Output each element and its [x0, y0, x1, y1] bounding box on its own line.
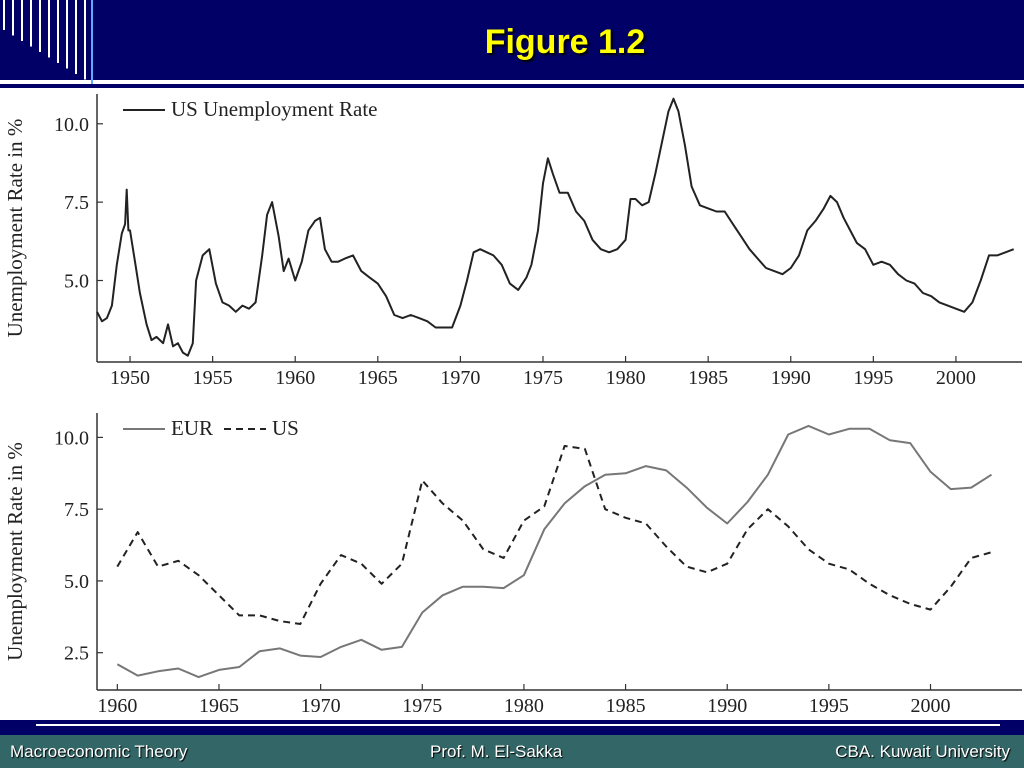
x-tick-label: 1975 [523, 367, 563, 389]
x-tick-label: 1985 [606, 695, 646, 717]
x-tick-label: 1985 [688, 367, 728, 389]
x-tick-label: 1970 [301, 695, 341, 717]
x-tick-label: 1975 [402, 695, 442, 717]
x-tick-label: 2000 [911, 695, 951, 717]
eur-us-unemployment-chart: 2.5 5.0 7.5 10.0 1960 1965 1970 1975 1980 1985 199… [3, 413, 1022, 717]
footer-divider [36, 724, 1000, 726]
y-tick-label: 10.0 [54, 114, 89, 136]
x-tick-label: 1955 [193, 367, 233, 389]
x-tick-label: 1995 [809, 695, 849, 717]
footer-author: Prof. M. El-Sakka [430, 742, 563, 761]
x-tick-label: 1990 [771, 367, 811, 389]
x-tick-label: 1950 [110, 367, 150, 389]
x-tick-label: 1965 [358, 367, 398, 389]
footer-institution: CBA. Kuwait University [835, 742, 1010, 761]
series-line-us [116, 445, 992, 625]
decorative-stripes [3, 0, 93, 84]
x-tick-label: 1980 [606, 367, 646, 389]
series-line-us-unemployment-rate [96, 97, 1015, 357]
x-tick-label: 1960 [275, 367, 315, 389]
legend-label: EUR [171, 416, 213, 440]
x-tick-label: 2000 [936, 367, 976, 389]
x-tick-label: 1995 [853, 367, 893, 389]
x-tick-label: 1990 [707, 695, 747, 717]
x-tick-label: 1960 [97, 695, 137, 717]
us-unemployment-chart: 5.0 7.5 10.0 1950 1955 1960 1965 1970 1975 1980 19… [3, 94, 1022, 389]
y-axis-label: Unemployment Rate in % [3, 442, 27, 661]
y-tick-label: 2.5 [64, 643, 89, 665]
x-tick-label: 1970 [440, 367, 480, 389]
footer-course: Macroeconomic Theory [10, 742, 188, 761]
y-tick-label: 7.5 [64, 192, 89, 214]
header-bar [0, 0, 1024, 80]
y-tick-label: 5.0 [64, 271, 89, 293]
legend-label: US [272, 416, 299, 440]
header-rule [0, 84, 1024, 88]
x-tick-label: 1980 [504, 695, 544, 717]
legend-label: US Unemployment Rate [171, 97, 377, 121]
y-tick-label: 7.5 [64, 499, 89, 521]
y-tick-label: 10.0 [54, 427, 89, 449]
footer-band [0, 735, 1024, 768]
y-axis-label: Unemployment Rate in % [3, 119, 27, 338]
y-tick-label: 5.0 [64, 571, 89, 593]
x-tick-label: 1965 [199, 695, 239, 717]
series-line-eur [116, 424, 993, 679]
slide-title: Figure 1.2 [484, 23, 646, 61]
